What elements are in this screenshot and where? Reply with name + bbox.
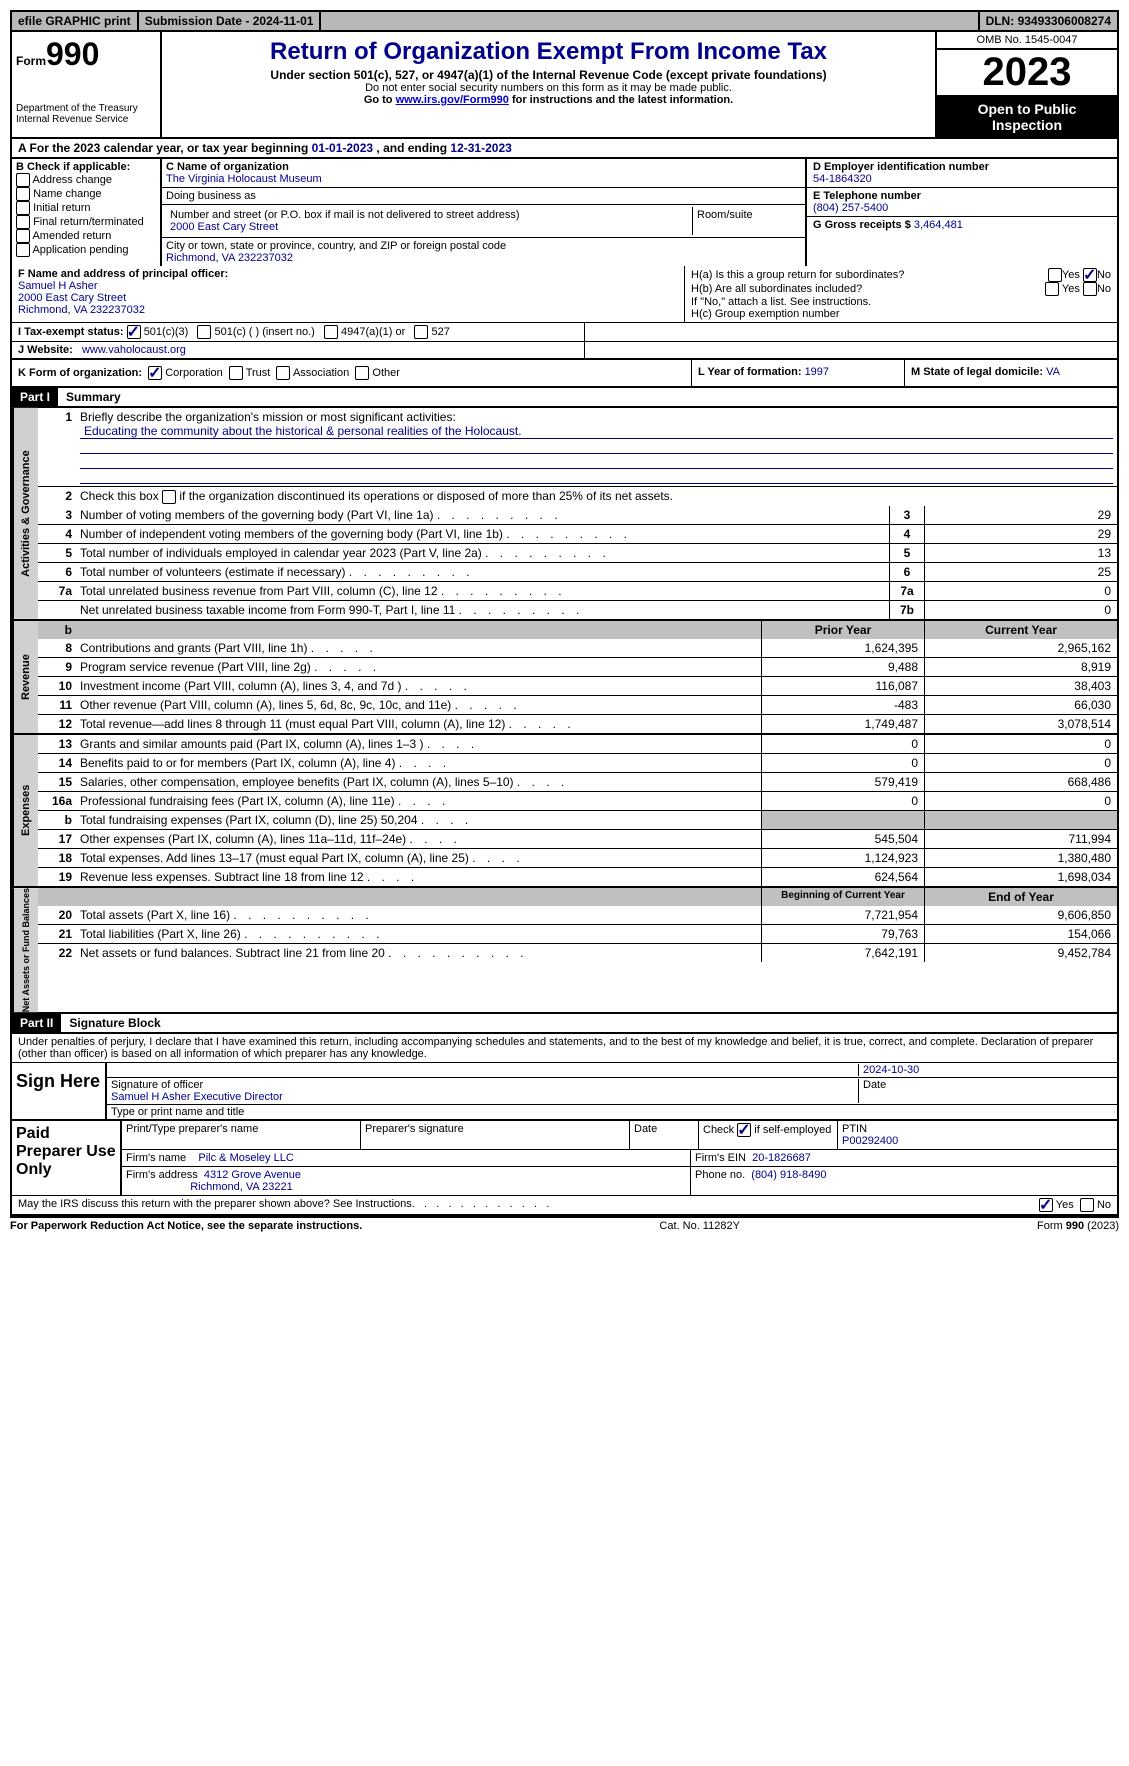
cb-amended-return[interactable]: Amended return — [16, 229, 156, 243]
summary-row: 3Number of voting members of the governi… — [38, 506, 1117, 524]
box-f: F Name and address of principal officer:… — [12, 266, 685, 322]
summary-row: bTotal fundraising expenses (Part IX, co… — [38, 810, 1117, 829]
summary-row: 13Grants and similar amounts paid (Part … — [38, 735, 1117, 753]
summary-row: 7aTotal unrelated business revenue from … — [38, 581, 1117, 600]
street: 2000 East Cary Street — [170, 221, 688, 233]
cb-address-change[interactable]: Address change — [16, 173, 156, 187]
identity-block: B Check if applicable: Address change Na… — [10, 159, 1119, 266]
subtitle-2: Do not enter social security numbers on … — [170, 82, 927, 94]
cb-name-change[interactable]: Name change — [16, 187, 156, 201]
dln-cell: DLN: 93493306008274 — [980, 12, 1117, 30]
cb-discontinued[interactable] — [162, 490, 176, 504]
box-c: C Name of organization The Virginia Holo… — [162, 159, 805, 266]
submission-cell: Submission Date - 2024-11-01 — [139, 12, 322, 30]
paid-preparer: Paid Preparer Use Only Print/Type prepar… — [12, 1119, 1117, 1195]
summary-row: 18Total expenses. Add lines 13–17 (must … — [38, 848, 1117, 867]
cb-self-employed[interactable] — [737, 1123, 751, 1137]
cb-527[interactable]: 527 — [414, 326, 449, 338]
summary-row: 20Total assets (Part X, line 16) . . . .… — [38, 906, 1117, 924]
box-h: H(a) Is this a group return for subordin… — [685, 266, 1117, 322]
row-a-tax-year: A For the 2023 calendar year, or tax yea… — [10, 139, 1119, 159]
discuss-row: May the IRS discuss this return with the… — [12, 1195, 1117, 1214]
box-b: B Check if applicable: Address change Na… — [12, 159, 162, 266]
section-net-assets: Net Assets or Fund Balances Beginning of… — [10, 888, 1119, 1014]
cb-other[interactable]: Other — [355, 367, 400, 379]
discuss-no[interactable]: No — [1080, 1198, 1111, 1212]
signature-block: Under penalties of perjury, I declare th… — [10, 1034, 1119, 1216]
city-state-zip: Richmond, VA 232237032 — [166, 252, 801, 264]
officer-name: Samuel H Asher Executive Director — [111, 1091, 283, 1103]
summary-row: 10Investment income (Part VIII, column (… — [38, 676, 1117, 695]
summary-row: 19Revenue less expenses. Subtract line 1… — [38, 867, 1117, 886]
firm-ein: 20-1826687 — [752, 1152, 811, 1164]
top-bar: efile GRAPHIC print Submission Date - 20… — [10, 10, 1119, 32]
cb-trust[interactable]: Trust — [229, 367, 271, 379]
sign-date: 2024-10-30 — [858, 1064, 1113, 1076]
row-f-h: F Name and address of principal officer:… — [10, 266, 1119, 323]
summary-row: 9Program service revenue (Part VIII, lin… — [38, 657, 1117, 676]
page-footer: For Paperwork Reduction Act Notice, see … — [10, 1216, 1119, 1234]
open-to-public: Open to Public Inspection — [937, 97, 1117, 137]
cb-501c[interactable]: 501(c) ( ) (insert no.) — [197, 326, 314, 338]
form-number: Form990 — [16, 36, 156, 73]
row-i: I Tax-exempt status: 501(c)(3) 501(c) ( … — [10, 323, 1119, 342]
gross-receipts: 3,464,481 — [914, 219, 963, 231]
summary-row: 15Salaries, other compensation, employee… — [38, 772, 1117, 791]
ha-yes[interactable]: Yes — [1048, 268, 1080, 282]
cb-501c3[interactable]: 501(c)(3) — [127, 326, 189, 338]
summary-row: 17Other expenses (Part IX, column (A), l… — [38, 829, 1117, 848]
ha-no[interactable]: No — [1083, 268, 1111, 282]
hb-yes[interactable]: Yes — [1045, 282, 1080, 296]
section-activities: Activities & Governance 1 Briefly descri… — [10, 408, 1119, 621]
discuss-yes[interactable]: Yes — [1039, 1198, 1074, 1212]
summary-row: 8Contributions and grants (Part VIII, li… — [38, 639, 1117, 657]
irs-link[interactable]: www.irs.gov/Form990 — [396, 94, 509, 106]
org-name: The Virginia Holocaust Museum — [166, 173, 801, 185]
website: www.vaholocaust.org — [82, 344, 186, 356]
part-2-header: Part II Signature Block — [10, 1014, 1119, 1034]
cb-4947[interactable]: 4947(a)(1) or — [324, 326, 405, 338]
summary-row: 5Total number of individuals employed in… — [38, 543, 1117, 562]
firm-address-2: Richmond, VA 23221 — [190, 1181, 293, 1193]
summary-row: 6Total number of volunteers (estimate if… — [38, 562, 1117, 581]
part-1-header: Part I Summary — [10, 388, 1119, 408]
subtitle-3: Go to www.irs.gov/Form990 for instructio… — [170, 94, 927, 106]
summary-row: 4Number of independent voting members of… — [38, 524, 1117, 543]
dept-treasury: Department of the Treasury Internal Reve… — [16, 103, 156, 125]
row-j: J Website: www.vaholocaust.org — [10, 342, 1119, 359]
section-expenses: Expenses 13Grants and similar amounts pa… — [10, 735, 1119, 888]
cb-initial-return[interactable]: Initial return — [16, 201, 156, 215]
summary-row: 11Other revenue (Part VIII, column (A), … — [38, 695, 1117, 714]
firm-name: Pilc & Moseley LLC — [198, 1152, 293, 1164]
firm-phone: (804) 918-8490 — [751, 1169, 826, 1181]
summary-row: 12Total revenue—add lines 8 through 11 (… — [38, 714, 1117, 733]
summary-row: Net unrelated business taxable income fr… — [38, 600, 1117, 619]
ein: 54-1864320 — [813, 173, 1111, 185]
cb-corp[interactable]: Corporation — [148, 367, 223, 379]
cb-final-return[interactable]: Final return/terminated — [16, 215, 156, 229]
section-revenue: Revenue b Prior Year Current Year 8Contr… — [10, 621, 1119, 735]
box-deg: D Employer identification number 54-1864… — [805, 159, 1117, 266]
form-title: Return of Organization Exempt From Incom… — [170, 38, 927, 66]
omb-number: OMB No. 1545-0047 — [937, 32, 1117, 50]
firm-address-1: 4312 Grove Avenue — [204, 1169, 301, 1181]
form-header: Form990 Department of the Treasury Inter… — [10, 32, 1119, 139]
cb-app-pending[interactable]: Application pending — [16, 243, 156, 257]
cb-assoc[interactable]: Association — [276, 367, 349, 379]
summary-row: 21Total liabilities (Part X, line 26) . … — [38, 924, 1117, 943]
perjury-statement: Under penalties of perjury, I declare th… — [12, 1034, 1117, 1062]
efile-label: efile GRAPHIC print — [12, 12, 139, 30]
hb-no[interactable]: No — [1083, 282, 1111, 296]
telephone: (804) 257-5400 — [813, 202, 1111, 214]
ptin: P00292400 — [842, 1135, 898, 1147]
summary-row: 16aProfessional fundraising fees (Part I… — [38, 791, 1117, 810]
tax-year: 2023 — [937, 50, 1117, 97]
summary-row: 22Net assets or fund balances. Subtract … — [38, 943, 1117, 962]
row-klm: K Form of organization: Corporation Trus… — [10, 359, 1119, 388]
subtitle-1: Under section 501(c), 527, or 4947(a)(1)… — [170, 68, 927, 82]
summary-row: 14Benefits paid to or for members (Part … — [38, 753, 1117, 772]
mission-text: Educating the community about the histor… — [80, 424, 1113, 439]
